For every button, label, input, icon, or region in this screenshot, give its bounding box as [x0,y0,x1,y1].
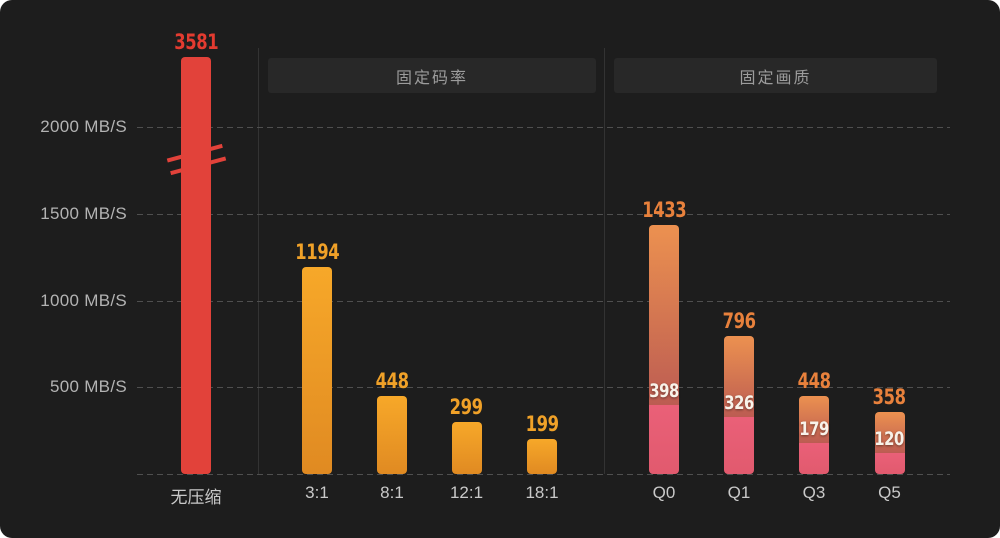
bar-segment [451,422,482,474]
baseline-gridline [137,474,950,475]
bar-segment [527,439,557,474]
gridline [137,213,950,215]
x-axis-category-label: 18:1 [525,483,559,502]
bar-upper-segment [874,411,905,454]
bar-value-label: 3581 [173,30,219,54]
gridline [137,127,950,128]
bar-value-label: 358 [872,384,907,409]
sub-value-label: 120 [874,428,905,451]
bar-value-label: 1194 [294,239,340,264]
bar-segment [181,57,211,474]
x-axis-category-label: Q3 [802,483,826,502]
group-header-fixed-bitrate: 固定码率 [268,58,596,93]
x-axis-category-label: Q0 [652,483,676,502]
x-axis-category-label: 8:1 [380,483,404,502]
y-axis-tick-label: 1000 MB/S [40,290,127,310]
bar-lower-segment [649,404,679,474]
bar-value-label: 796 [722,308,756,333]
x-axis-category-label: Q5 [878,483,901,502]
bar-segment [377,396,407,474]
bar-lower-segment [874,453,905,474]
y-axis-tick-label: 2000 MB/S [40,117,127,136]
gridline [137,387,950,389]
sub-value-label: 179 [799,417,829,440]
group-divider-right [604,48,605,474]
bar-lower-segment [724,417,754,474]
bar-upper-segment [649,225,679,405]
sub-value-label: 398 [649,379,679,402]
bar-value-label: 299 [449,395,484,420]
bar-upper-segment [724,335,754,418]
bar-value-label: 1433 [641,198,687,223]
x-axis-category-label: 3:1 [305,483,329,502]
bar-upper-segment [799,396,829,443]
bar-segment [302,266,332,474]
x-axis-category-label: 无压缩 [170,488,222,507]
bar-lower-segment [799,442,829,474]
bar-value-label: 199 [525,412,559,437]
x-axis-category-label: Q1 [727,483,751,502]
sub-value-label: 326 [724,392,754,415]
x-axis-category-label: 12:1 [449,483,484,502]
bar-value-label: 448 [797,369,831,394]
gridline [137,300,950,302]
group-header-fixed-quality: 固定画质 [614,58,937,93]
y-axis-tick-label: 500 MB/S [49,377,127,397]
group-divider-left [258,48,259,474]
bar-value-label: 448 [375,369,409,394]
y-axis-tick-label: 1500 MB/S [40,203,127,223]
